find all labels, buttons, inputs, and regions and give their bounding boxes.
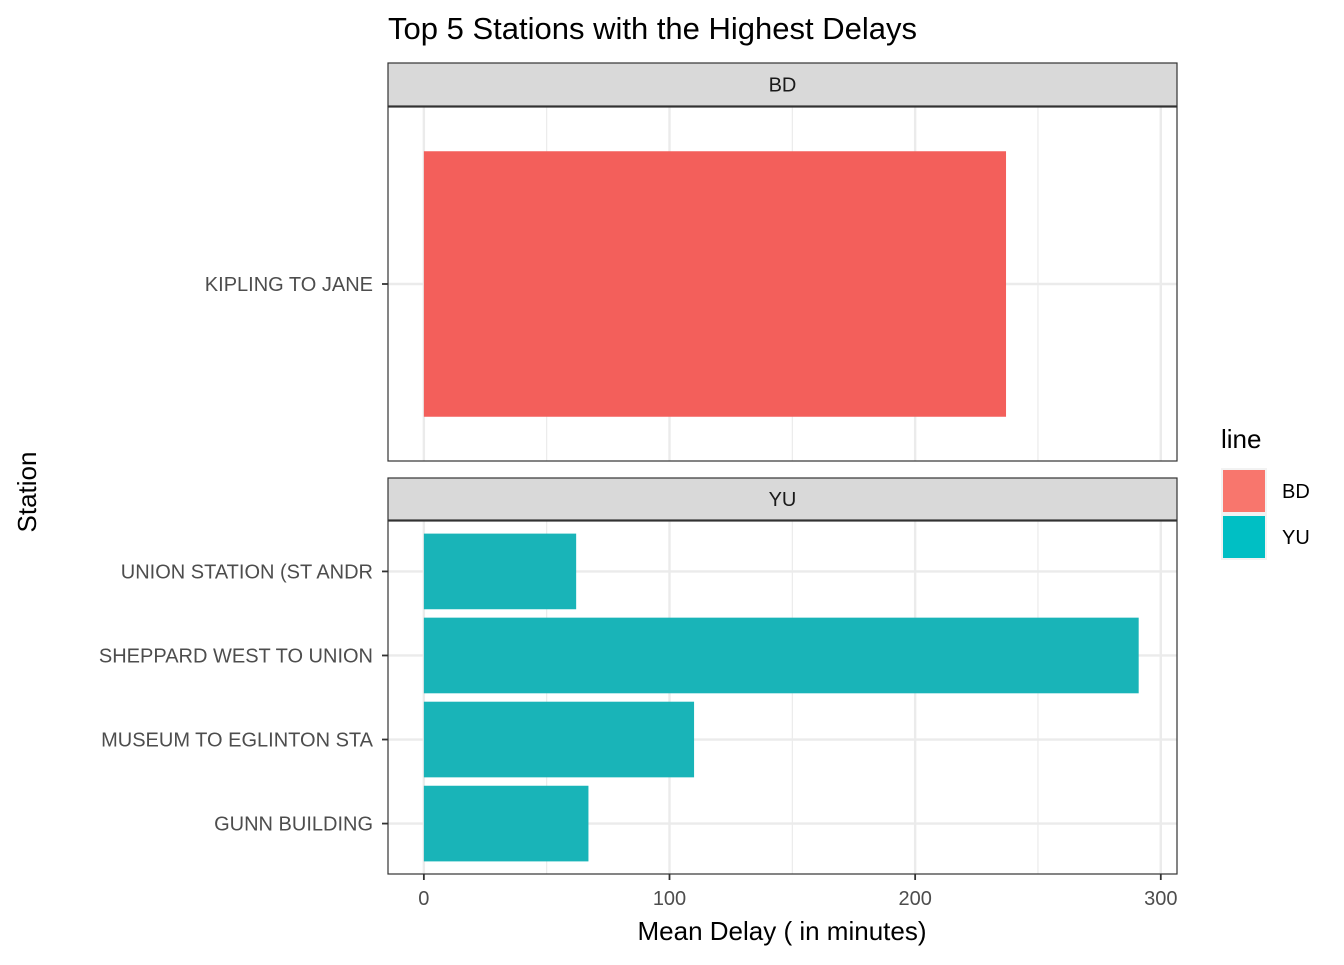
y-tick-label: GUNN BUILDING [214,814,373,836]
bar-gunn-building [423,785,589,862]
y-tick-label: SHEPPARD WEST TO UNION [99,645,373,667]
bar-union-station-st-andr [423,533,577,610]
facet-strip-bd [387,62,1178,107]
x-tick-label: 200 [898,888,931,910]
legend-swatch-bd [1223,470,1265,512]
y-tick-label: KIPLING TO JANE [205,274,373,296]
legend-swatch-yu [1223,516,1265,558]
y-axis-title: Station [12,452,42,533]
chart-title: Top 5 Stations with the Highest Delays [388,11,917,46]
legend-label-bd: BD [1282,481,1310,503]
x-axis: 0 100 200 300 [418,874,1177,910]
facet-strip-yu [387,477,1178,521]
panel-border [387,106,1178,462]
bar-museum-to-eglinton-sta [423,701,695,778]
y-tick-label: UNION STATION (ST ANDR [121,561,373,583]
legend-label-yu: YU [1282,527,1310,549]
facet-strip-label: BD [769,75,797,97]
facet-panels: BD KIPLING TO JANE YU UNION STATION (ST AND… [99,62,1178,875]
x-tick-label: 300 [1144,888,1177,910]
bar-sheppard-west-to-union [423,617,1139,694]
facet-strip-label: YU [769,489,797,511]
panel-border [387,520,1178,875]
bar-kipling-to-jane [423,151,1007,417]
facet-panel-bd: BD KIPLING TO JANE [205,62,1178,462]
legend-title: line [1221,424,1261,454]
x-tick-label: 100 [653,888,686,910]
legend: line BD YU [1221,424,1310,560]
x-tick-label: 0 [418,888,429,910]
x-axis-title: Mean Delay ( in minutes) [638,916,927,946]
facet-panel-yu: YU UNION STATION (ST ANDR SHEPPARD WEST TO… [99,477,1178,875]
y-tick-label: MUSEUM TO EGLINTON STA [101,730,374,752]
